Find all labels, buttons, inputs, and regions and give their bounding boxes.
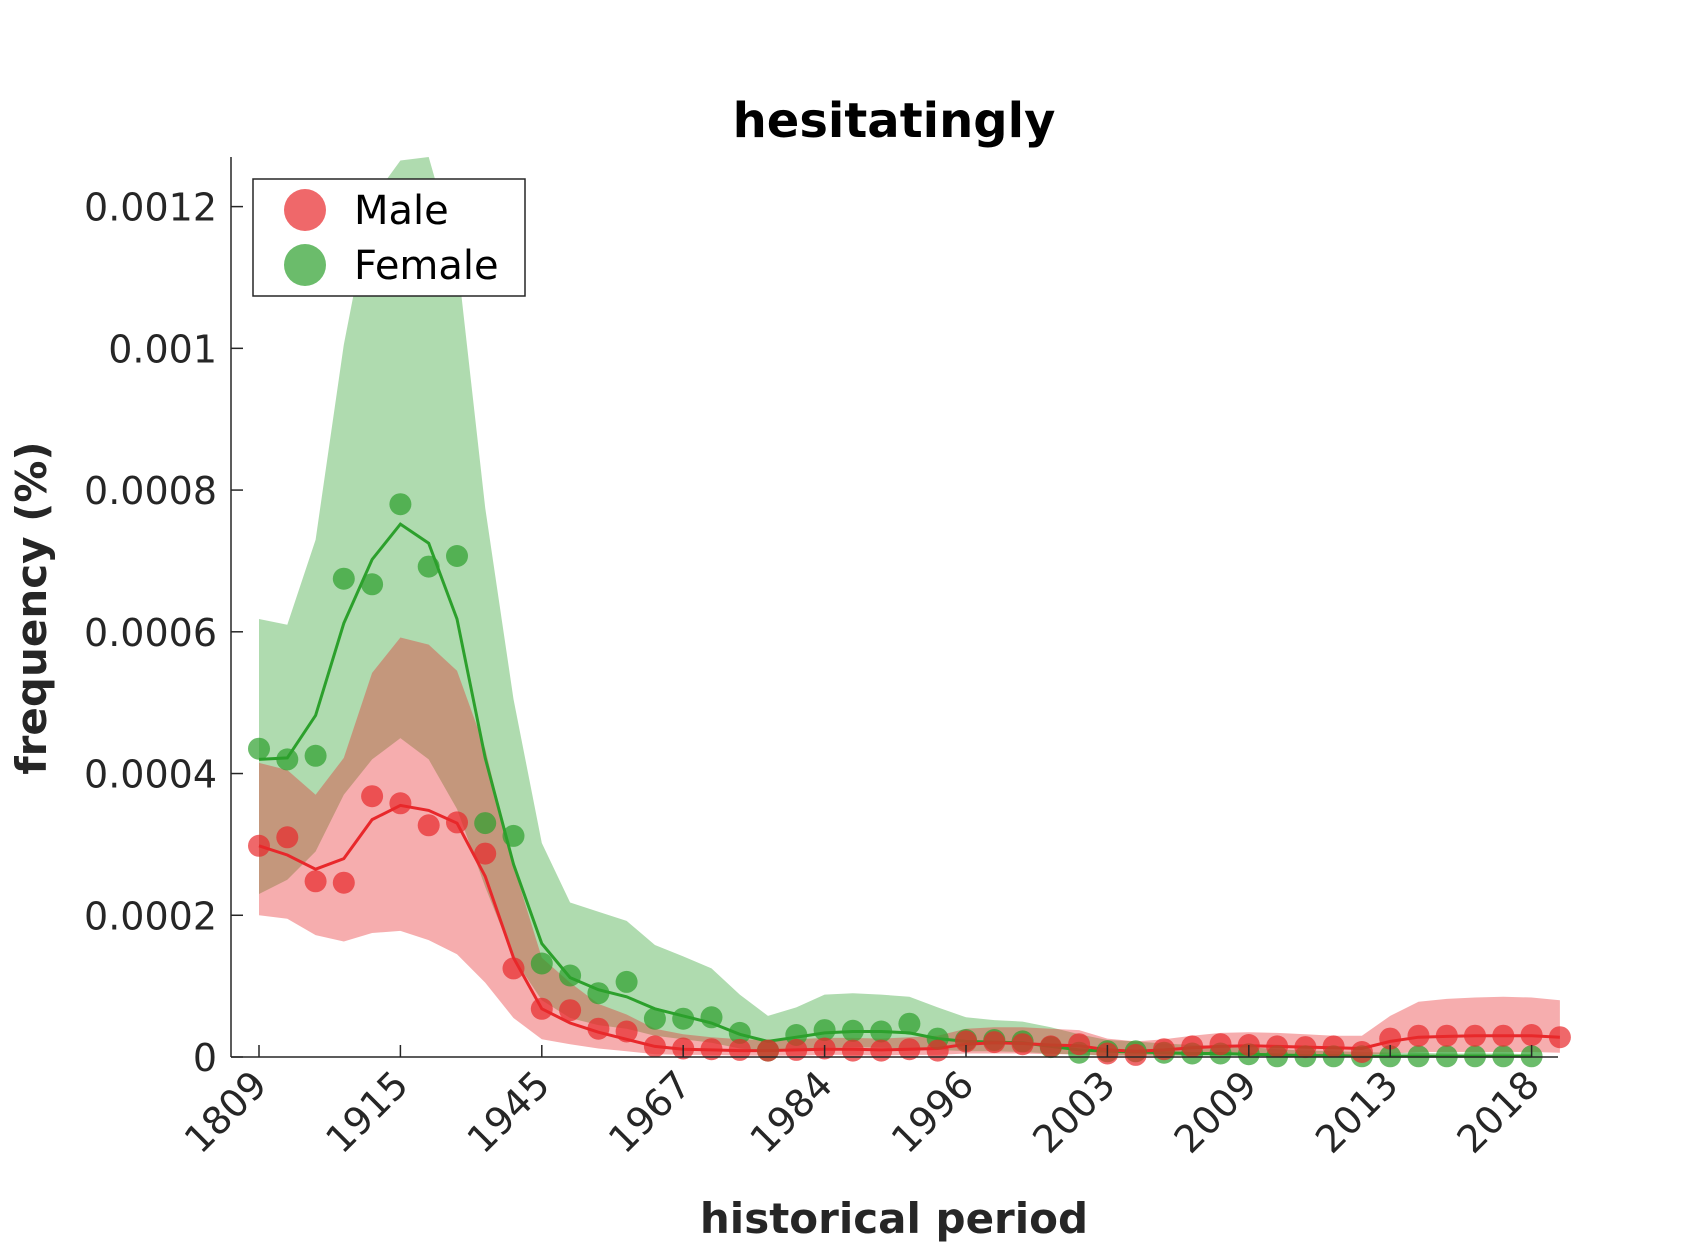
point-male: [1435, 1024, 1458, 1047]
point-male: [757, 1039, 779, 1062]
point-male: [1464, 1024, 1486, 1047]
point-male: [1520, 1024, 1543, 1046]
legend: Male Female: [252, 178, 526, 297]
point-male: [1039, 1035, 1062, 1058]
point-male: [785, 1038, 808, 1061]
point-male: [446, 811, 468, 834]
point-male: [1209, 1033, 1232, 1056]
point-male: [1124, 1043, 1147, 1066]
point-male: [530, 997, 553, 1020]
point-female: [361, 573, 384, 596]
axes: [230, 157, 1558, 1058]
point-male: [1407, 1024, 1430, 1047]
point-male: [926, 1039, 949, 1062]
point-male: [332, 871, 355, 894]
point-female: [870, 1020, 893, 1043]
point-female: [417, 555, 440, 578]
y-tick-label: 0.0006: [84, 611, 217, 655]
point-female: [728, 1021, 751, 1044]
point-male: [587, 1017, 610, 1040]
point-female: [587, 982, 610, 1005]
x-axis-title: historical period: [700, 1194, 1088, 1243]
point-male: [983, 1031, 1006, 1054]
point-female: [446, 545, 468, 567]
point-male: [1011, 1033, 1034, 1056]
point-female: [643, 1007, 666, 1030]
y-tick-label: 0.001: [108, 327, 217, 371]
y-ticks: 0 0.0002 0.0004 0.0006 0.0008 0.001 0.0012: [84, 186, 243, 1080]
point-male: [559, 999, 582, 1022]
point-female: [474, 812, 497, 835]
trend-line-female: [258, 522, 1532, 1058]
point-female: [530, 952, 553, 975]
point-male: [898, 1038, 921, 1061]
point-female: [813, 1019, 836, 1042]
point-male: [389, 792, 412, 815]
legend-marker-male: [284, 189, 326, 231]
point-male: [248, 834, 270, 857]
point-male: [1181, 1035, 1204, 1058]
point-female: [559, 964, 582, 987]
point-female: [248, 737, 270, 760]
y-tick-label: 0: [193, 1036, 217, 1080]
point-male: [728, 1038, 751, 1061]
point-male: [417, 814, 440, 837]
point-male: [1294, 1036, 1317, 1059]
point-male: [643, 1035, 666, 1058]
point-male: [474, 842, 497, 865]
point-female: [898, 1012, 921, 1035]
point-male: [615, 1020, 638, 1043]
point-male: [276, 826, 299, 849]
point-female: [841, 1019, 864, 1042]
point-male: [1379, 1027, 1402, 1050]
point-female: [304, 744, 327, 767]
y-tick-label: 0.0002: [84, 894, 217, 938]
point-male: [841, 1039, 864, 1062]
point-male: [361, 785, 384, 808]
point-female: [502, 824, 525, 847]
legend-label-female: Female: [354, 243, 499, 289]
point-male: [955, 1030, 977, 1053]
legend-marker-female: [284, 244, 326, 286]
point-male: [1068, 1033, 1091, 1056]
point-female: [615, 970, 638, 993]
y-tick-label: 0.0004: [84, 753, 217, 797]
point-female: [672, 1007, 695, 1030]
point-male: [1266, 1035, 1289, 1058]
point-female: [332, 567, 355, 590]
point-male: [700, 1038, 723, 1061]
legend-label-male: Male: [354, 188, 449, 234]
point-male: [304, 870, 327, 893]
point-male: [1322, 1035, 1345, 1058]
chart-title: hesitatingly: [733, 93, 1056, 149]
point-female: [389, 493, 412, 516]
point-male: [1548, 1026, 1571, 1049]
point-male: [1350, 1041, 1373, 1063]
band-male: [259, 637, 1560, 1056]
y-tick-label: 0.0012: [84, 186, 217, 230]
point-male: [502, 957, 525, 980]
point-female: [700, 1006, 723, 1029]
point-male: [1153, 1038, 1175, 1061]
y-tick-label: 0.0008: [84, 469, 217, 513]
point-male: [870, 1039, 893, 1062]
y-axis-title: frequency (%): [7, 441, 56, 774]
point-female: [276, 748, 299, 771]
point-male: [1492, 1024, 1515, 1047]
